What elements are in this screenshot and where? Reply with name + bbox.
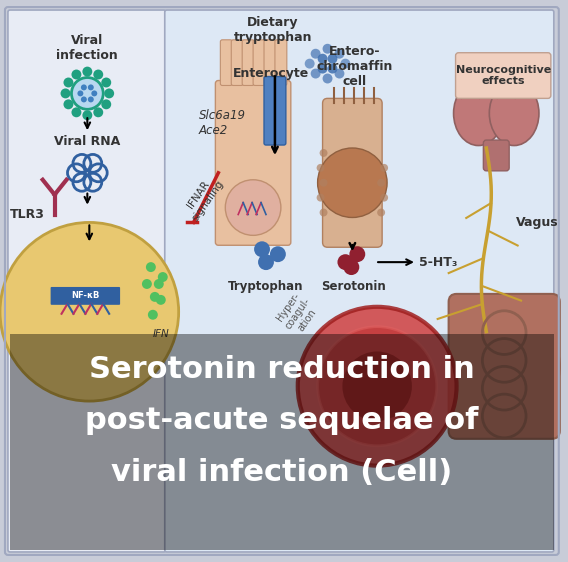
Text: Hyper-
coagul-
ation: Hyper- coagul- ation — [274, 289, 321, 338]
Circle shape — [323, 74, 332, 84]
Circle shape — [93, 70, 103, 79]
Text: Enterocyte: Enterocyte — [233, 67, 310, 80]
Text: Vagus: Vagus — [516, 216, 559, 229]
Circle shape — [304, 58, 315, 69]
Circle shape — [72, 78, 103, 109]
Text: NF-κB: NF-κB — [71, 291, 99, 300]
Text: Slc6a19
Ace2: Slc6a19 Ace2 — [198, 109, 245, 137]
Circle shape — [323, 44, 332, 54]
Circle shape — [64, 78, 73, 88]
Circle shape — [337, 254, 353, 270]
Text: TLR3: TLR3 — [10, 208, 45, 221]
FancyBboxPatch shape — [264, 76, 286, 145]
Bar — [10, 334, 554, 550]
Circle shape — [328, 54, 337, 64]
Text: Serotonin reduction in: Serotonin reduction in — [89, 355, 475, 384]
Circle shape — [142, 279, 152, 289]
Circle shape — [270, 246, 286, 262]
Circle shape — [258, 254, 274, 270]
FancyBboxPatch shape — [215, 80, 291, 245]
Circle shape — [318, 54, 328, 64]
Ellipse shape — [489, 81, 539, 146]
Circle shape — [377, 179, 385, 187]
Circle shape — [158, 272, 168, 282]
Text: viral infection (Cell): viral infection (Cell) — [111, 458, 453, 487]
Circle shape — [311, 49, 320, 58]
Text: Viral RNA: Viral RNA — [54, 135, 120, 148]
Circle shape — [344, 259, 360, 275]
Circle shape — [101, 78, 111, 88]
FancyBboxPatch shape — [323, 98, 382, 247]
FancyBboxPatch shape — [275, 40, 287, 85]
Text: Viral
infection: Viral infection — [56, 34, 118, 62]
Text: post-acute sequelae of: post-acute sequelae of — [85, 406, 479, 436]
Circle shape — [225, 180, 281, 235]
Circle shape — [64, 99, 73, 109]
Circle shape — [0, 223, 179, 401]
Circle shape — [77, 90, 83, 97]
Circle shape — [335, 69, 344, 79]
Circle shape — [104, 88, 114, 98]
FancyBboxPatch shape — [220, 40, 232, 85]
Circle shape — [81, 97, 87, 102]
Circle shape — [377, 209, 385, 216]
FancyBboxPatch shape — [242, 40, 254, 85]
Circle shape — [298, 307, 457, 465]
Circle shape — [343, 351, 412, 421]
Circle shape — [320, 209, 328, 216]
Circle shape — [311, 69, 320, 79]
Circle shape — [81, 84, 87, 90]
Circle shape — [88, 97, 94, 102]
Circle shape — [72, 107, 81, 117]
Text: Tryptophan: Tryptophan — [228, 280, 304, 293]
Circle shape — [254, 241, 270, 257]
FancyBboxPatch shape — [456, 53, 551, 98]
FancyBboxPatch shape — [253, 40, 265, 85]
Ellipse shape — [454, 81, 503, 146]
Text: Neurocognitive
effects: Neurocognitive effects — [456, 65, 551, 87]
Text: 5-HT₃: 5-HT₃ — [419, 256, 457, 269]
Circle shape — [156, 295, 166, 305]
Text: Serotonin: Serotonin — [321, 280, 386, 293]
Circle shape — [82, 110, 93, 120]
FancyBboxPatch shape — [264, 40, 276, 85]
FancyBboxPatch shape — [483, 140, 509, 171]
Text: IFNAR
signaling: IFNAR signaling — [181, 172, 226, 223]
Circle shape — [88, 84, 94, 90]
Circle shape — [318, 148, 387, 217]
Circle shape — [82, 67, 93, 76]
FancyBboxPatch shape — [165, 10, 554, 552]
Circle shape — [328, 64, 337, 74]
Circle shape — [320, 179, 328, 187]
Circle shape — [465, 327, 544, 406]
Circle shape — [91, 90, 97, 97]
Circle shape — [93, 107, 103, 117]
Circle shape — [61, 88, 70, 98]
Circle shape — [146, 262, 156, 272]
Circle shape — [316, 194, 324, 202]
Circle shape — [316, 164, 324, 172]
Circle shape — [335, 49, 344, 58]
Circle shape — [101, 99, 111, 109]
Circle shape — [318, 327, 437, 446]
Text: Entero-
chromaffin
cell: Entero- chromaffin cell — [316, 46, 392, 88]
Circle shape — [150, 292, 160, 302]
Circle shape — [380, 194, 388, 202]
Circle shape — [72, 70, 81, 79]
Circle shape — [148, 310, 158, 320]
FancyBboxPatch shape — [449, 294, 560, 439]
Circle shape — [154, 279, 164, 289]
Circle shape — [380, 164, 388, 172]
FancyBboxPatch shape — [8, 10, 166, 552]
FancyBboxPatch shape — [51, 287, 120, 305]
Circle shape — [340, 58, 350, 69]
FancyBboxPatch shape — [231, 40, 243, 85]
Circle shape — [318, 64, 328, 74]
Circle shape — [320, 149, 328, 157]
Text: Dietary
tryptophan: Dietary tryptophan — [233, 16, 312, 44]
Text: IFN: IFN — [152, 329, 169, 338]
Circle shape — [349, 246, 365, 262]
